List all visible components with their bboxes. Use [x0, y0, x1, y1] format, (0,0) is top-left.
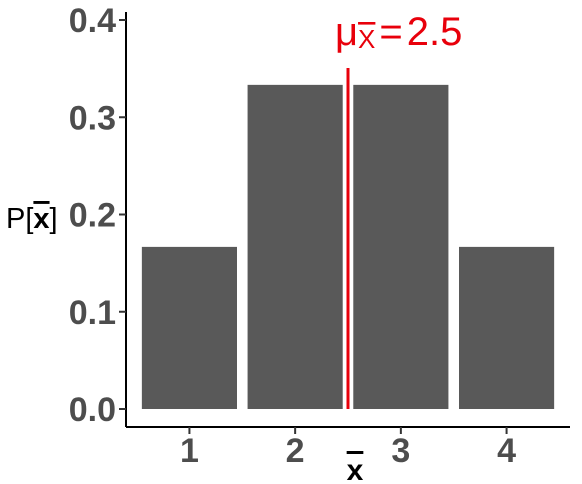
mean-equals: = [379, 10, 402, 54]
y-tick-label: 0.1 [69, 294, 116, 332]
bar-1 [141, 246, 237, 409]
bar-4 [459, 246, 555, 409]
bar-3 [353, 84, 449, 409]
x-tick-label: 1 [180, 432, 199, 470]
y-tick-label: 0.0 [69, 391, 116, 429]
y-tick-label: 0.3 [69, 99, 116, 137]
y-axis-title-var: x [33, 203, 49, 235]
x-ticks-group: 1 2 3 4 [180, 427, 516, 470]
bar-2 [247, 84, 343, 409]
mean-annotation: μX = 2.5 [335, 10, 462, 54]
mean-subscript: X [358, 24, 375, 54]
axes-group [125, 12, 570, 428]
x-tick-label: 3 [391, 432, 410, 470]
y-axis-title: P[x] [6, 203, 58, 235]
mean-value: 2.5 [407, 10, 463, 54]
bars-group [141, 84, 555, 409]
y-tick-label: 0.2 [69, 197, 116, 235]
y-tick-label: 0.4 [69, 2, 116, 40]
x-tick-label: 2 [286, 432, 305, 470]
y-axis-title-prefix: P[ [6, 203, 33, 235]
y-axis-title-suffix: ] [50, 203, 58, 235]
y-ticks-group: 0.0 0.1 0.2 0.3 0.4 [69, 2, 126, 429]
x-axis-title: x [347, 454, 364, 484]
x-tick-label: 4 [497, 432, 516, 470]
mean-symbol: μ [335, 10, 358, 54]
